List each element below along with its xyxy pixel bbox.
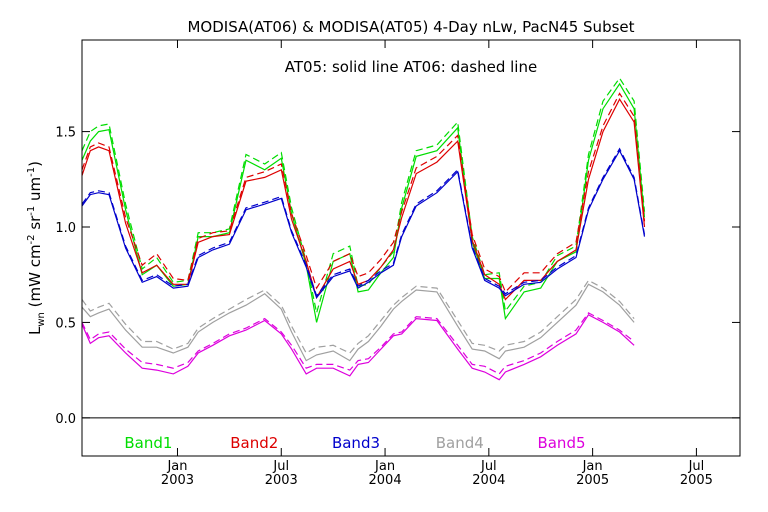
y-axis-label-sup-3: -1: [26, 167, 37, 177]
chart-title: MODISA(AT06) & MODISA(AT05) 4-Day nLw, P…: [187, 18, 634, 36]
x-tick-month: Jan: [374, 459, 395, 474]
legend-label-band2: Band2: [230, 434, 278, 452]
series-line-band4-at05: [81, 283, 635, 362]
x-tick-month: Jan: [582, 459, 603, 474]
y-axis-label-units-a: (mW cm: [26, 244, 44, 312]
chart-annotation: AT05: solid line AT06: dashed line: [285, 58, 537, 76]
y-tick-label: 0.5: [55, 316, 76, 331]
plot-layer: 0.00.51.01.5Jan2003Jul2003Jan2004Jul2004…: [55, 40, 740, 488]
x-tick-year: 2004: [369, 473, 402, 488]
y-axis-label-sup-2: -1: [26, 206, 37, 216]
series-line-band1-at05: [81, 82, 646, 323]
x-tick-month: Jul: [688, 459, 705, 474]
series-line-band3-at06: [81, 147, 646, 297]
series-line-band5-at05: [81, 314, 635, 381]
y-tick-label: 0.0: [55, 412, 76, 427]
y-axis-label-sub: wn: [36, 312, 47, 327]
y-tick-label: 1.0: [55, 221, 76, 236]
series-line-band5-at06: [81, 312, 635, 375]
x-tick-month: Jan: [166, 459, 187, 474]
series-line-band2-at05: [81, 97, 646, 301]
x-tick-year: 2003: [161, 473, 194, 488]
plot-frame: [81, 39, 741, 457]
y-axis-label-units-b: sr: [26, 215, 44, 235]
y-axis-label-units-c: um: [26, 177, 44, 206]
y-axis-label-units-d: ): [26, 161, 44, 167]
x-tick-month: Jul: [480, 459, 497, 474]
x-tick-year: 2003: [265, 473, 298, 488]
x-tick-year: 2004: [472, 473, 505, 488]
y-axis-label-sup-1: -2: [26, 234, 37, 244]
series-line-band3-at05: [81, 149, 646, 299]
y-axis-label-main: L: [26, 326, 44, 335]
y-tick-label: 1.5: [55, 126, 76, 141]
y-axis-label: Lwn (mW cm-2 sr-1 um-1): [26, 161, 47, 335]
legend-label-band4: Band4: [436, 434, 484, 452]
legend-label-band1: Band1: [124, 434, 172, 452]
series-line-band4-at06: [81, 279, 635, 354]
x-tick-year: 2005: [576, 473, 609, 488]
x-tick-year: 2005: [680, 473, 713, 488]
x-tick-month: Jul: [272, 459, 289, 474]
legend-label-band3: Band3: [332, 434, 380, 452]
series-line-band2-at06: [81, 92, 646, 293]
legend-label-band5: Band5: [537, 434, 585, 452]
